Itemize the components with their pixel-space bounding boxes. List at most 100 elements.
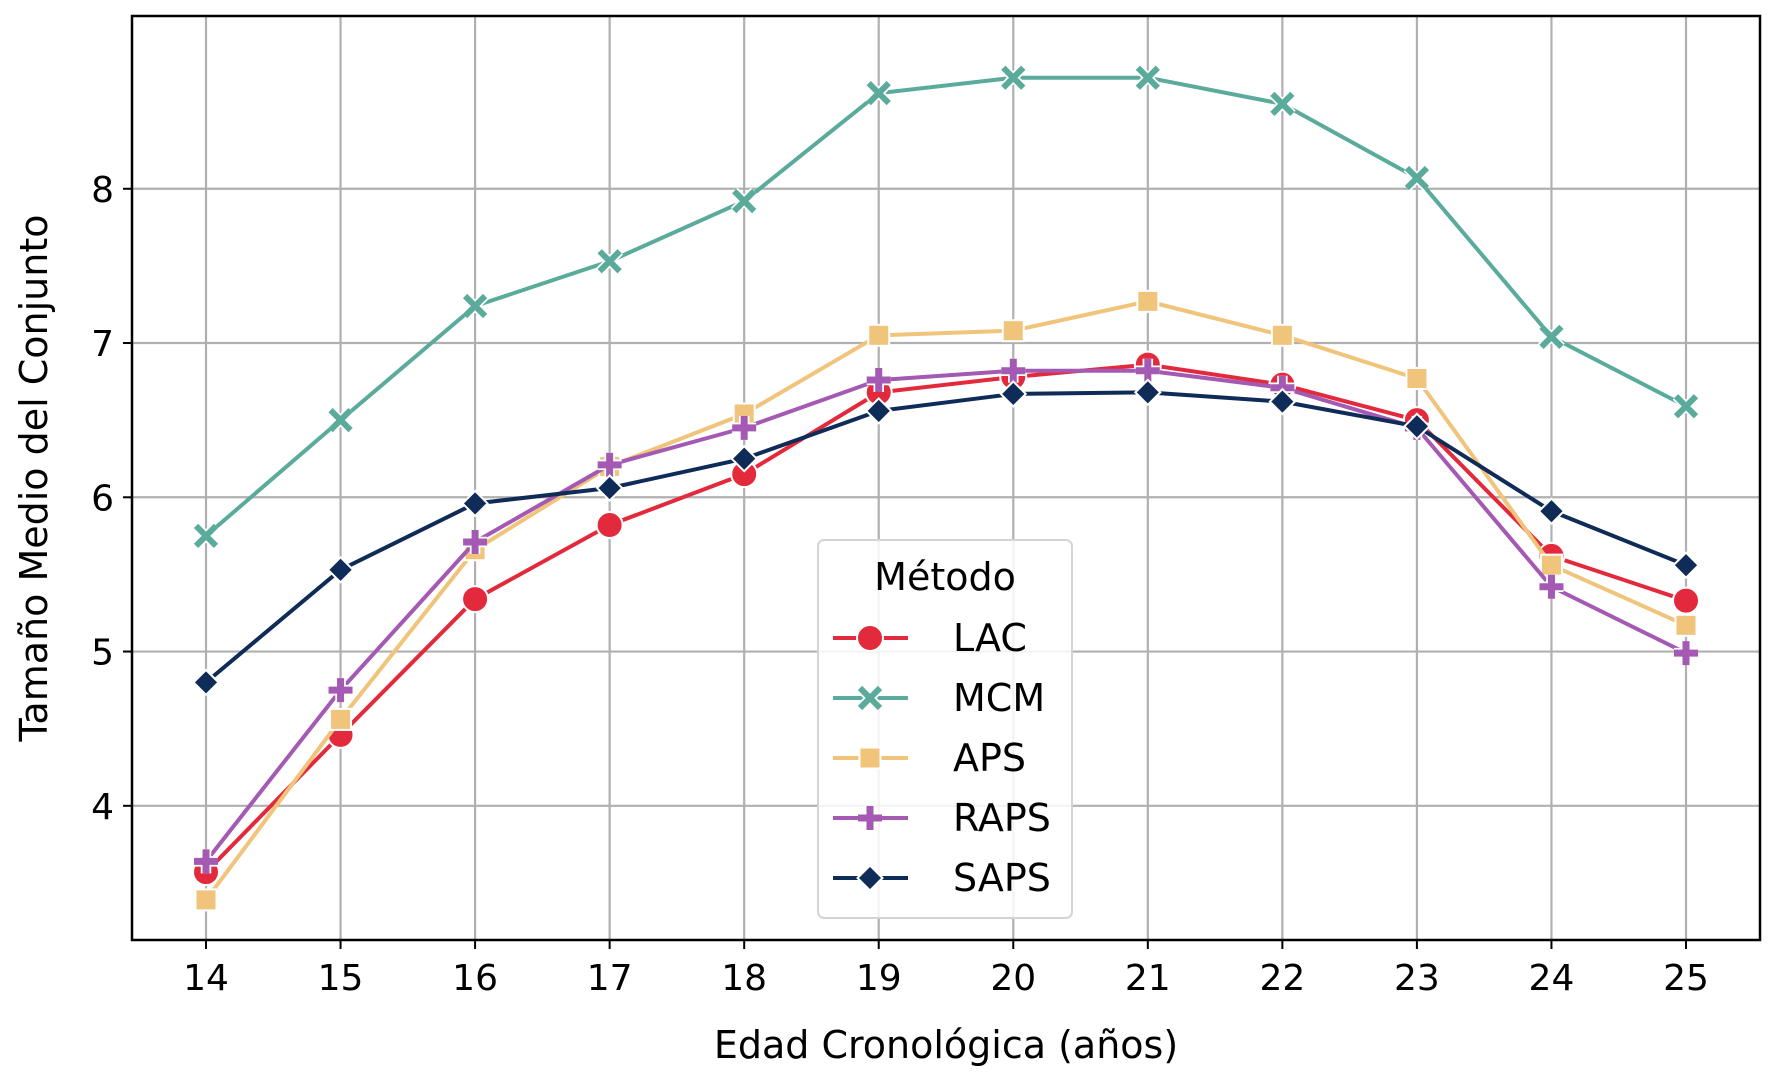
series-aps (194, 289, 1698, 912)
ticks: 14 15 16 17 18 19 20 21 22 23 24 25 4 5 6 7 8 (91, 170, 1709, 999)
series-line-saps (204, 390, 1688, 685)
data-point-lac (461, 585, 490, 614)
data-point-aps (867, 323, 891, 347)
data-point-raps (732, 415, 757, 440)
marker-stroke (858, 806, 882, 830)
data-point-saps (1537, 497, 1566, 526)
data-point-aps (1136, 289, 1160, 313)
legend: Método LAC MCM APS RAPS SAPS (817, 539, 1073, 919)
data-point-mcm (1134, 64, 1162, 92)
data-point-saps (461, 489, 490, 518)
marker-stroke (1674, 641, 1698, 666)
x-tick-label: 20 (990, 958, 1036, 999)
legend-label-raps: RAPS (953, 796, 1051, 840)
x-tick-label: 19 (856, 958, 902, 999)
y-tick-label: 4 (91, 787, 114, 828)
legend-item-raps: RAPS (833, 796, 1051, 840)
marker-stroke (1001, 358, 1026, 383)
data-point-saps (192, 668, 220, 697)
marker-stroke (732, 188, 757, 214)
data-point-aps (1001, 319, 1025, 343)
legend-label-saps: SAPS (953, 856, 1051, 900)
data-point-lac (595, 511, 624, 540)
legend-item-aps: APS (833, 736, 1026, 780)
legend-marker-mcm (856, 684, 884, 712)
marker-stroke (866, 81, 891, 106)
data-point-mcm (999, 64, 1027, 92)
data-point-saps (1672, 551, 1700, 580)
marker-stroke (597, 249, 622, 274)
data-point-raps (463, 530, 488, 555)
data-point-mcm (865, 79, 893, 107)
data-point-mcm (1269, 90, 1296, 118)
x-tick-label: 21 (1125, 958, 1171, 999)
data-point-mcm (1672, 392, 1700, 420)
y-tick-label: 7 (91, 324, 114, 365)
marker-stroke (597, 452, 622, 477)
data-point-raps (328, 678, 353, 703)
data-point-saps (1268, 387, 1297, 416)
x-tick-label: 25 (1663, 958, 1709, 999)
data-point-saps (730, 444, 759, 473)
y-axis-title: Tamaño Medio del Conjunto (12, 215, 56, 743)
x-tick-label: 24 (1529, 958, 1575, 999)
series-line-aps (204, 299, 1688, 902)
marker-stroke (1001, 65, 1026, 90)
data-point-raps (1539, 574, 1564, 599)
data-point-mcm (730, 187, 758, 215)
series-line-raps (204, 368, 1688, 864)
marker-stroke (857, 685, 883, 711)
legend-marker-aps (858, 746, 882, 770)
data-point-raps (194, 849, 218, 874)
series-line-mcm (204, 75, 1688, 538)
legend-item-saps: SAPS (833, 856, 1051, 900)
x-axis-title: Edad Cronológica (años) (714, 1023, 1178, 1067)
x-tick-label: 16 (452, 958, 498, 999)
marker-stroke (732, 415, 757, 440)
data-point-aps (1674, 613, 1698, 637)
data-point-mcm (192, 522, 220, 550)
marker-stroke (1673, 394, 1699, 419)
data-point-aps (1270, 323, 1294, 347)
x-tick-label: 17 (587, 958, 633, 999)
marker-stroke (1135, 65, 1160, 90)
marker-stroke (1270, 91, 1295, 117)
legend-item-lac: LAC (833, 616, 1027, 660)
marker-stroke (194, 849, 218, 874)
data-point-raps (866, 368, 891, 393)
data-point-raps (1001, 358, 1026, 383)
marker-stroke (193, 523, 219, 548)
data-point-saps (1402, 412, 1431, 441)
data-point-aps (1405, 367, 1429, 391)
plot-frame (130, 14, 1762, 942)
legend-marker-raps (858, 806, 882, 830)
data-point-aps (1539, 553, 1563, 577)
data-point-saps (864, 396, 893, 425)
x-tick-label: 23 (1394, 958, 1440, 999)
data-point-saps (999, 380, 1028, 408)
marker-stroke (1539, 574, 1564, 599)
data-point-lac (1672, 586, 1700, 615)
data-point-raps (1674, 641, 1698, 666)
legend-label-mcm: MCM (953, 676, 1045, 720)
marker-stroke (462, 293, 488, 319)
data-point-mcm (327, 406, 354, 434)
data-point-mcm (596, 247, 623, 275)
y-tick-label: 5 (91, 633, 114, 674)
data-point-aps (329, 707, 353, 731)
x-tick-label: 22 (1259, 958, 1305, 999)
data-point-raps (597, 452, 622, 477)
legend-item-mcm: MCM (833, 676, 1045, 720)
data-point-aps (194, 888, 218, 912)
data-point-saps (595, 474, 624, 502)
marker-stroke (463, 530, 488, 555)
x-tick-label: 15 (318, 958, 364, 999)
y-tick-label: 6 (91, 478, 114, 519)
legend-marker-saps (856, 864, 884, 892)
marker-stroke (328, 408, 353, 433)
legend-label-aps: APS (953, 736, 1026, 780)
data-point-mcm (1403, 164, 1431, 192)
legend-marker-lac (856, 624, 884, 652)
data-point-mcm (461, 292, 489, 320)
